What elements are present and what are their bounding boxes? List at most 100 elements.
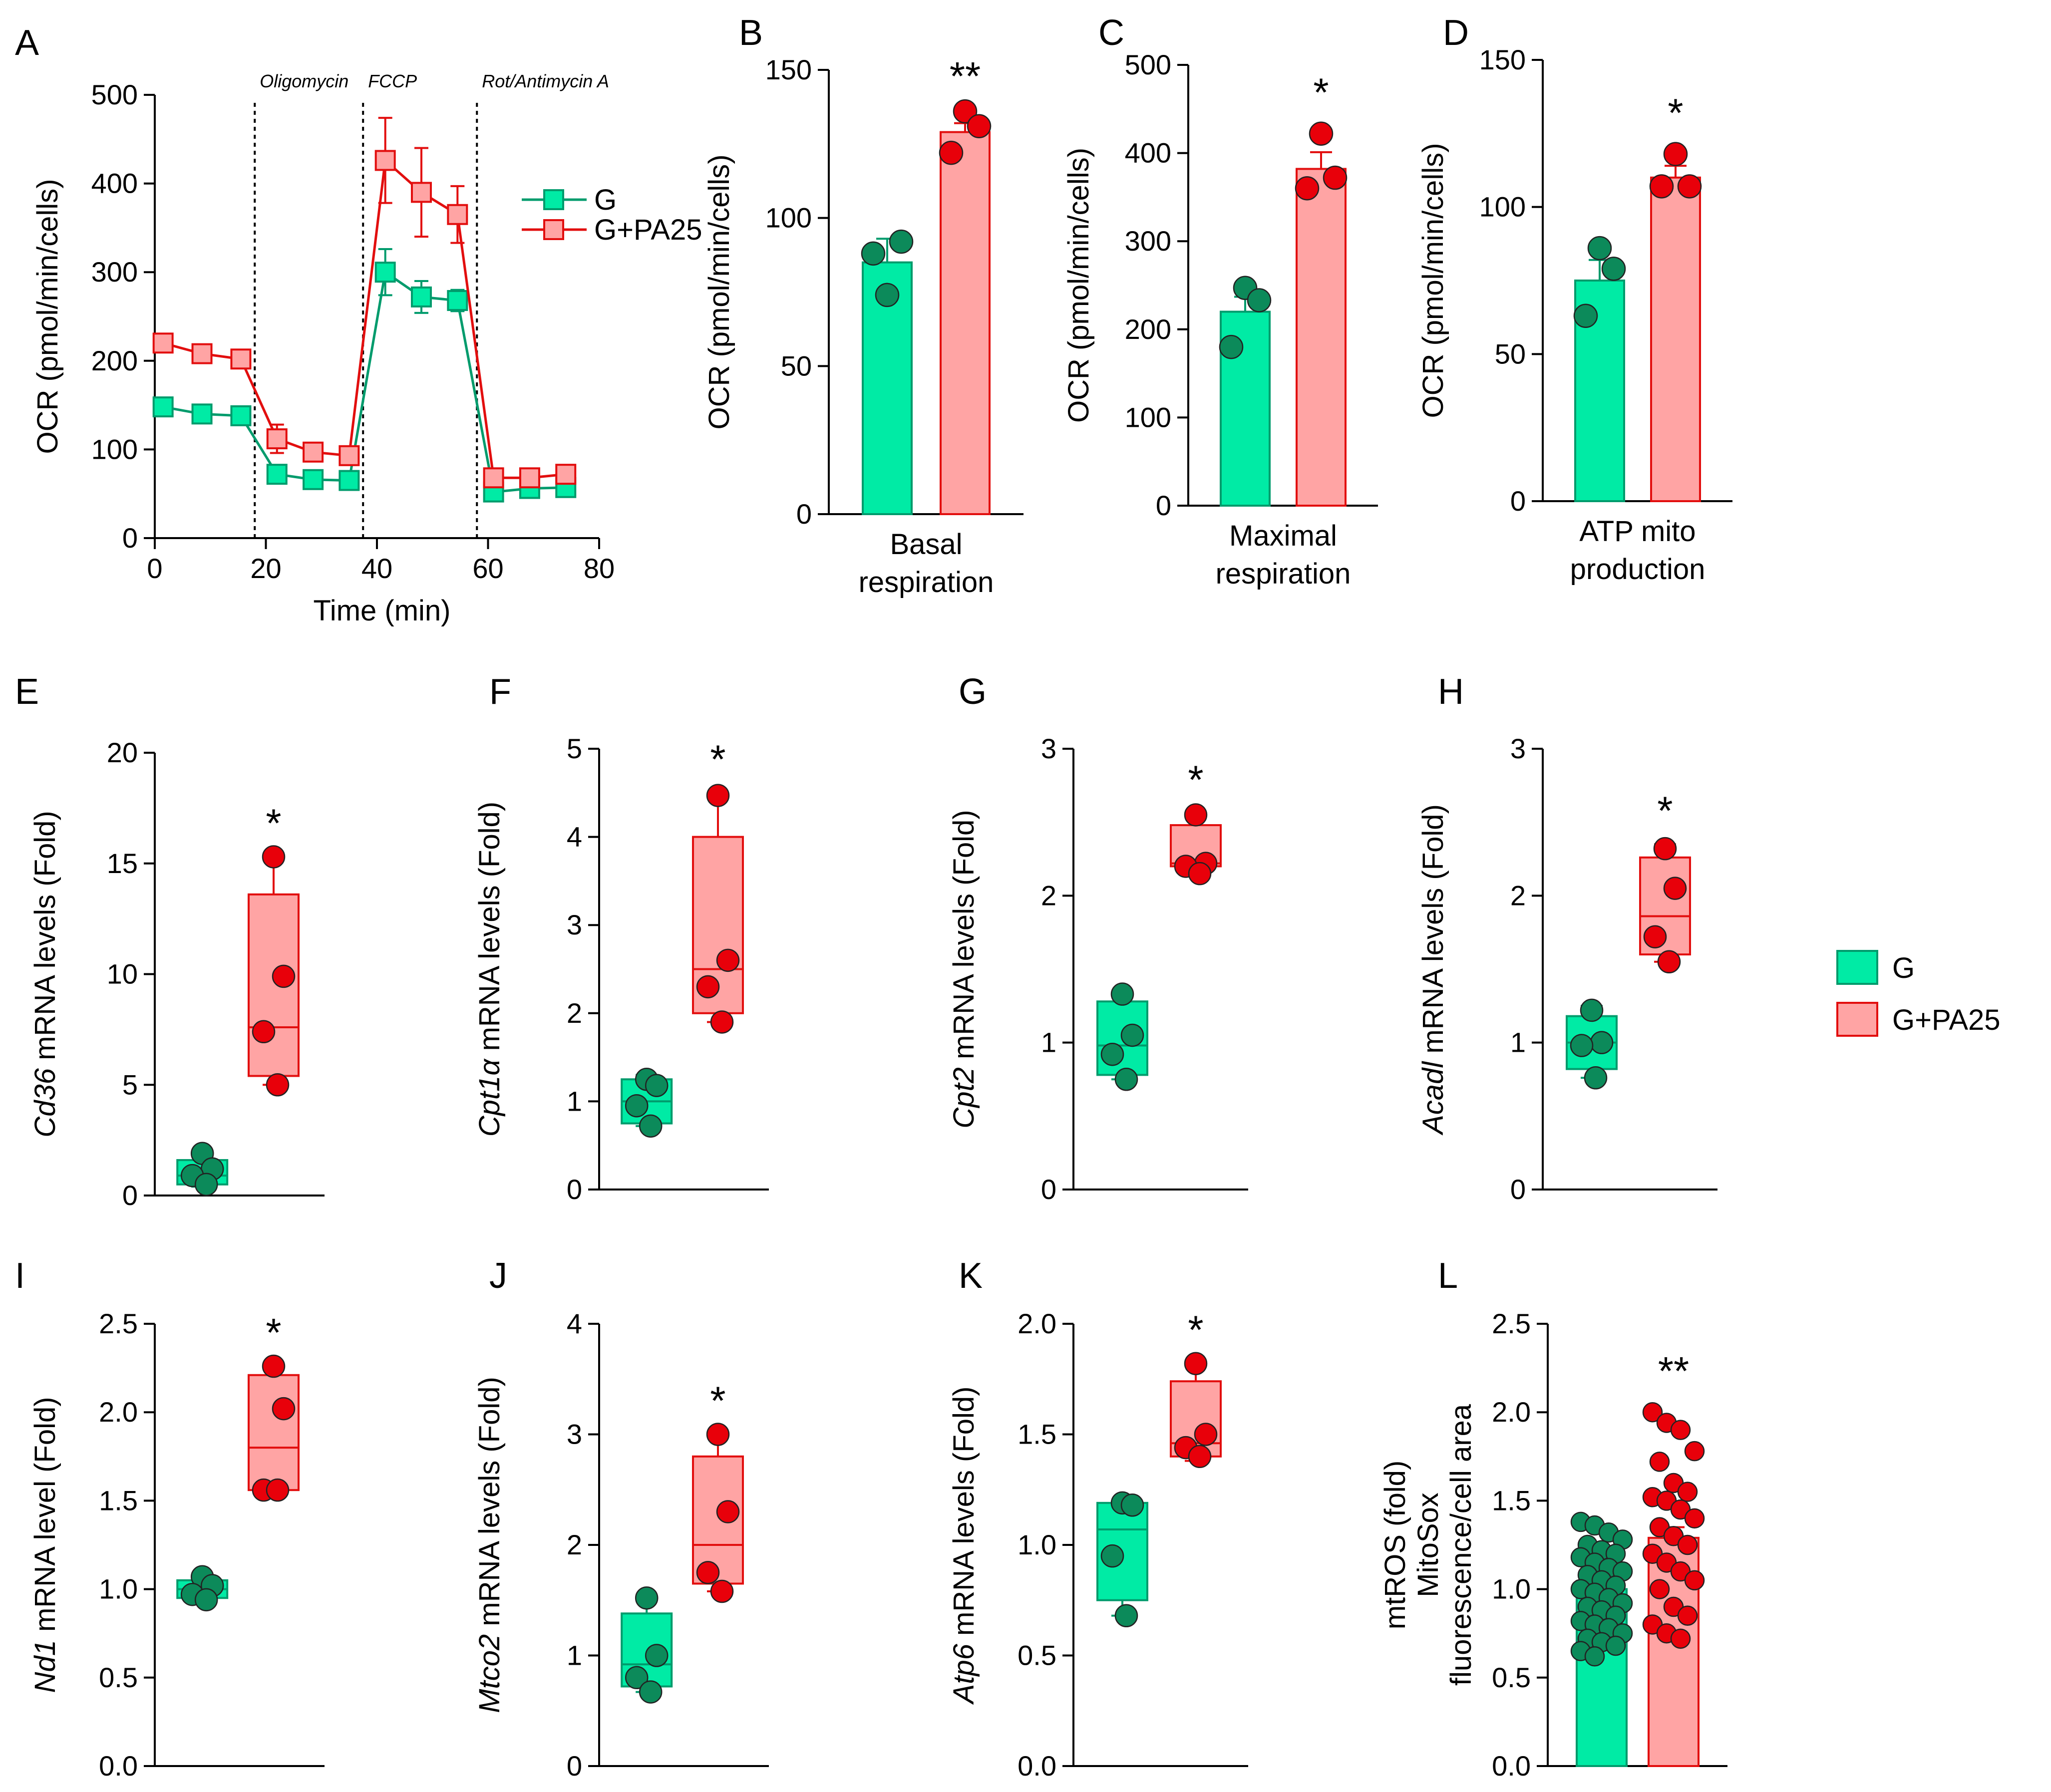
data-point	[1110, 982, 1134, 1006]
data-marker	[266, 464, 288, 485]
significance-marker: *	[710, 1379, 725, 1423]
y-tick-label: 0	[796, 498, 812, 530]
data-marker	[374, 262, 396, 283]
x-axis-label: Basal	[890, 528, 962, 561]
data-point	[1684, 1441, 1705, 1462]
data-point	[1100, 1544, 1124, 1568]
gene-name: Nd1	[29, 1640, 61, 1693]
y-axis-label-line: OCR (pmol/min/cells)	[703, 154, 735, 429]
series-line	[163, 270, 566, 494]
data-point	[1573, 303, 1598, 328]
panel-J: J 0 1 2 3 4 Mtco2 mRNA levels (Fold) *	[473, 1256, 769, 1782]
y-tick-label: 400	[91, 168, 138, 199]
data-point	[1194, 1423, 1218, 1446]
y-tick-label: 2	[567, 1529, 582, 1560]
data-point	[1677, 1534, 1698, 1555]
legend-label: G	[1892, 952, 1915, 984]
y-axis-label: Mtco2 mRNA levels (Fold)	[473, 1377, 506, 1713]
y-tick-label: 1.0	[1018, 1529, 1056, 1560]
y-axis-label: Cpt1α mRNA levels (Fold)	[473, 802, 506, 1137]
bar-G+PA25	[1649, 142, 1702, 502]
y-tick-label: 2	[1041, 880, 1056, 911]
data-point	[194, 1588, 218, 1612]
data-point	[967, 114, 992, 138]
panel-label: H	[1438, 672, 1464, 712]
series-G+PA25	[152, 117, 577, 489]
significance-marker: *	[1188, 1308, 1203, 1352]
y-axis-label: Nd1 mRNA level (Fold)	[29, 1397, 61, 1693]
data-marker	[152, 396, 174, 418]
data-marker	[339, 445, 360, 466]
data-point	[1295, 176, 1320, 201]
gene-name: Mtco2	[473, 1634, 506, 1713]
y-axis-label: Cpt2 mRNA levels (Fold)	[948, 810, 980, 1128]
y-axis-label: Acadl mRNA levels (Fold)	[1417, 804, 1449, 1136]
significance-marker: **	[1658, 1349, 1689, 1393]
data-point	[1677, 1482, 1698, 1502]
y-tick-label: 1.0	[99, 1573, 138, 1605]
y-tick-label: 0	[1510, 485, 1526, 517]
bar	[1650, 176, 1701, 502]
panel-E: E 0 5 10 15 20 Cd36 mRNA levels (Fold) *	[15, 672, 325, 1211]
y-tick-label: 100	[765, 202, 812, 234]
panel-label: C	[1098, 13, 1124, 53]
data-point	[645, 1074, 669, 1097]
box-G+PA25	[1639, 837, 1691, 974]
data-marker	[411, 286, 432, 307]
data-point	[262, 1354, 286, 1378]
data-point	[1677, 174, 1702, 199]
y-axis-label: Cd36 mRNA levels (Fold)	[29, 811, 61, 1137]
bar-G+PA25	[1642, 1402, 1705, 1767]
y-tick-label: 3	[1510, 733, 1526, 764]
data-point	[1590, 1031, 1614, 1054]
y-tick-label: 0	[567, 1750, 582, 1782]
data-point	[1114, 1604, 1138, 1628]
data-marker	[266, 428, 288, 450]
data-point	[1188, 1445, 1212, 1469]
y-tick-label: 0	[1510, 1174, 1526, 1205]
panel-K: K 0.0 0.5 1.0 1.5 2.0 Atp6 mRNA levels (Fold) *	[948, 1256, 1248, 1782]
y-tick-label: 2	[1510, 880, 1526, 911]
y-tick-label: 2.5	[99, 1308, 138, 1339]
y-tick-label: 1	[1510, 1027, 1526, 1058]
y-tick-label: 3	[1041, 733, 1056, 764]
significance-marker: *	[266, 801, 281, 845]
injection-label: Rot/Antimycin A	[482, 71, 609, 91]
data-point	[953, 99, 978, 124]
data-point	[1663, 877, 1687, 900]
data-point	[706, 1423, 730, 1446]
data-point	[194, 1173, 218, 1196]
y-tick-label: 300	[1125, 225, 1171, 257]
panel-C: C 0 100 200 300 400 500 OCR (pmol/min/cells) * Ma…	[1062, 13, 1378, 590]
y-axis-label-text: mRNA levels (Fold)	[948, 810, 980, 1067]
y-tick-label: 200	[91, 345, 138, 376]
y-tick-label: 400	[1125, 137, 1171, 169]
data-point	[1247, 288, 1272, 312]
data-point	[706, 784, 730, 807]
y-tick-label: 500	[1125, 49, 1171, 80]
y-axis-label-text: mRNA levels (Fold)	[473, 802, 506, 1059]
data-point	[710, 1010, 734, 1034]
data-point	[1184, 1352, 1208, 1375]
x-axis-label: production	[1570, 553, 1706, 586]
data-point	[1120, 1493, 1144, 1517]
injection-label: Oligomycin	[260, 71, 348, 91]
data-marker	[152, 332, 174, 354]
data-point	[1684, 1570, 1705, 1591]
data-point	[272, 964, 296, 988]
data-marker	[191, 343, 213, 364]
y-tick-label: 1.5	[1492, 1485, 1531, 1516]
legend-label: G	[594, 184, 617, 216]
legend-swatch	[1836, 950, 1878, 985]
data-point	[272, 1397, 296, 1421]
data-marker	[339, 470, 360, 491]
panel-G: G 0 1 2 3 Cpt2 mRNA levels (Fold) *	[948, 672, 1248, 1205]
data-point	[1570, 1034, 1594, 1057]
y-tick-label: 5	[122, 1069, 138, 1100]
y-tick-label: 1.0	[1492, 1573, 1531, 1605]
data-marker	[519, 467, 540, 489]
y-tick-label: 0	[122, 522, 138, 554]
significance-marker: *	[710, 737, 725, 781]
y-tick-label: 100	[1479, 191, 1526, 223]
